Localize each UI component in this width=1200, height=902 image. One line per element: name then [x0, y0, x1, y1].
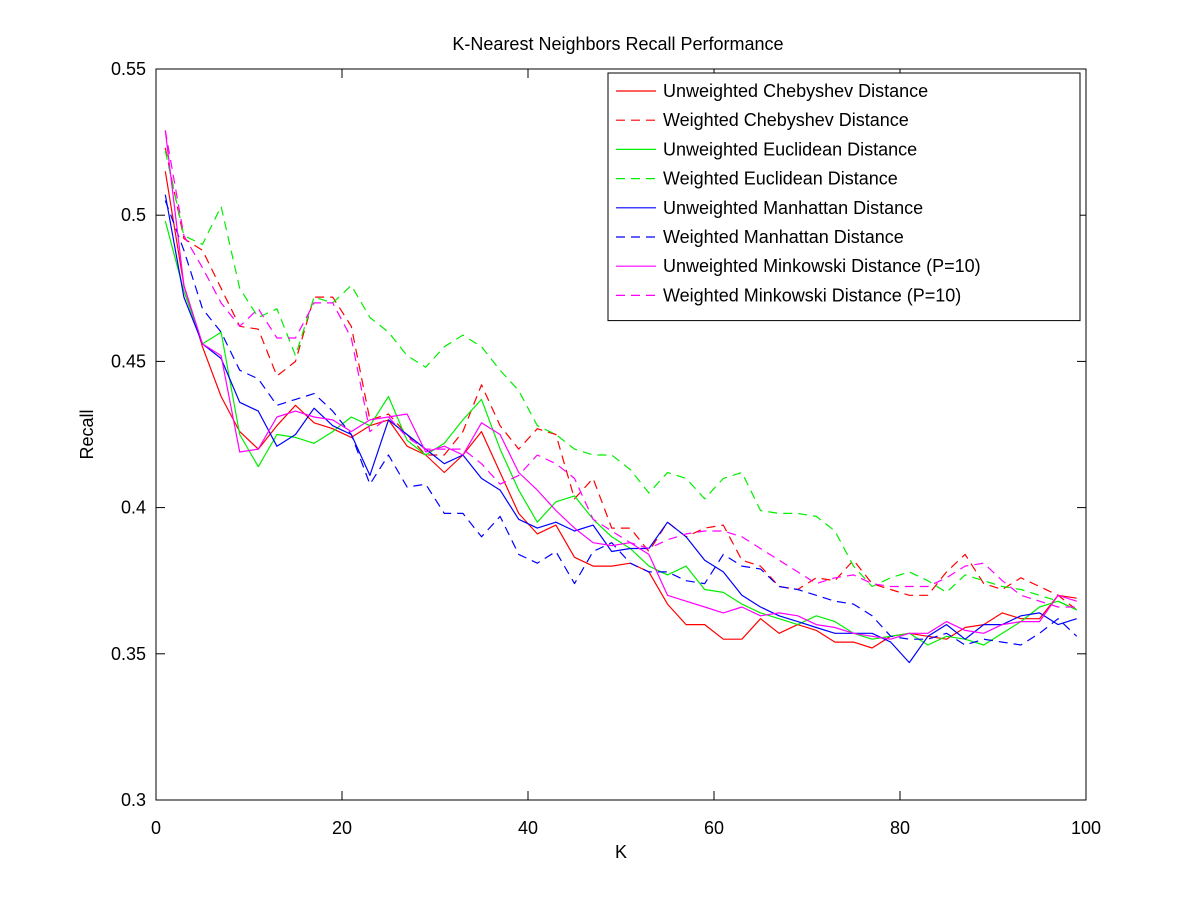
legend-label-6: Unweighted Minkowski Distance (P=10): [663, 256, 981, 276]
series-line-2: [164, 220, 1077, 646]
x-tick-label: 20: [332, 818, 352, 838]
x-tick-label: 0: [151, 818, 161, 838]
y-axis-label: Recall: [77, 409, 97, 459]
x-axis-label: K: [615, 842, 627, 862]
legend-label-5: Weighted Manhattan Distance: [663, 227, 904, 247]
legend-box: [607, 72, 1081, 322]
axes-frame: [155, 68, 1087, 801]
series-line-0: [164, 171, 1077, 649]
x-tick-label: 80: [890, 818, 910, 838]
legend-label-7: Weighted Minkowski Distance (P=10): [663, 285, 961, 305]
series-line-1: [164, 147, 1078, 611]
legend-label-3: Weighted Euclidean Distance: [663, 169, 898, 189]
legend-label-4: Unweighted Manhattan Distance: [663, 198, 923, 218]
y-tick-label: 0.4: [121, 498, 146, 518]
legend-label-0: Unweighted Chebyshev Distance: [663, 81, 928, 101]
legend-label-2: Unweighted Euclidean Distance: [663, 139, 917, 159]
axis-ticks: 0 20 40 60 80 100 0.3 0.35 0.4 0.45 0.5 0.55: [111, 59, 1101, 838]
legend: Unweighted Chebyshev Distance Weighted Ch…: [607, 72, 1081, 322]
series-line-5: [164, 200, 1078, 646]
y-tick-label: 0.55: [111, 59, 146, 79]
y-tick-label: 0.35: [111, 644, 146, 664]
y-tick-label: 0.3: [121, 790, 146, 810]
y-tick-label: 0.5: [121, 205, 146, 225]
series-line-6: [164, 130, 1077, 640]
series-line-3: [164, 150, 1077, 611]
series-line-7: [164, 130, 1077, 608]
plot-area: [164, 130, 1078, 664]
series-line-4: [164, 194, 1077, 664]
x-tick-label: 40: [518, 818, 538, 838]
y-tick-label: 0.45: [111, 351, 146, 371]
legend-label-1: Weighted Chebyshev Distance: [663, 110, 909, 130]
chart-title: K-Nearest Neighbors Recall Performance: [452, 34, 783, 54]
x-tick-label: 60: [704, 818, 724, 838]
x-tick-label: 100: [1071, 818, 1101, 838]
